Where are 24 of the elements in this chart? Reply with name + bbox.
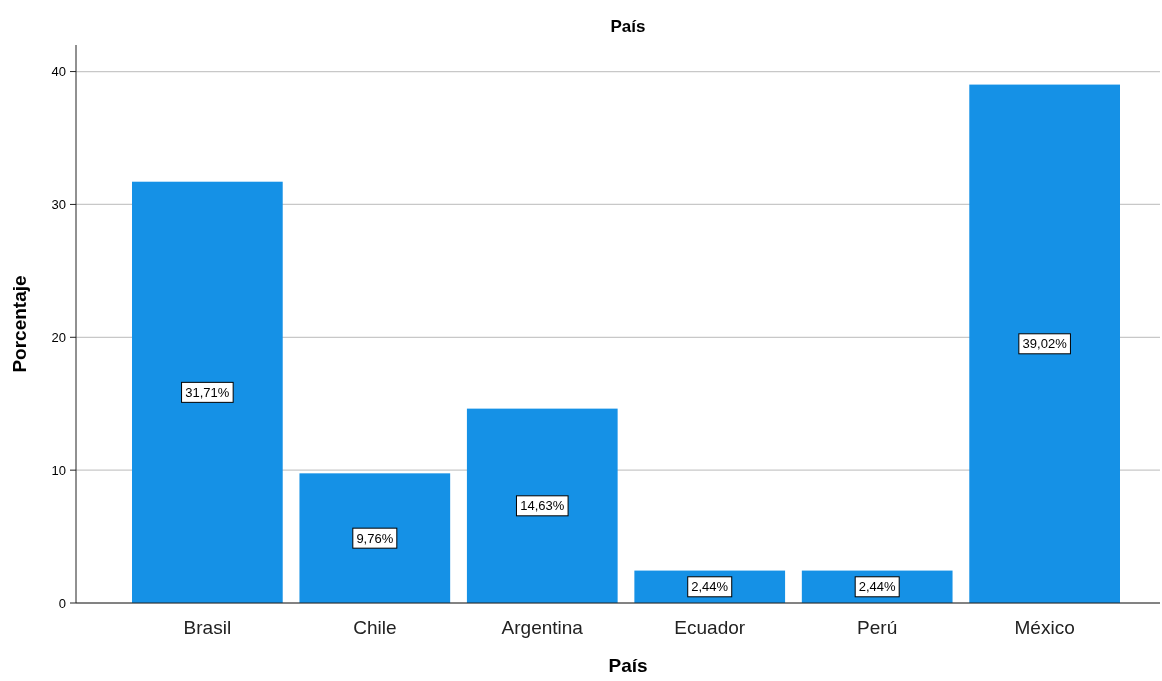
x-tick-label: México — [1014, 617, 1075, 638]
x-tick-label: Argentina — [501, 617, 584, 638]
bar — [466, 408, 618, 603]
bar — [132, 181, 283, 603]
data-label: 9,76% — [356, 530, 394, 546]
bar — [299, 473, 451, 603]
x-tick-label: Ecuador — [674, 617, 746, 638]
x-tick-label: Chile — [353, 617, 397, 638]
x-axis-title: País — [608, 655, 648, 676]
y-axis-title: Porcentaje — [9, 275, 30, 373]
data-label: 2,44% — [858, 579, 897, 595]
y-tick-label: 10 — [51, 462, 66, 478]
data-label: 31,71% — [185, 384, 230, 400]
y-tick-label: 30 — [51, 196, 66, 212]
y-tick-label: 0 — [58, 595, 66, 611]
data-label: 14,63% — [520, 498, 565, 514]
x-tick-label: Brasil — [183, 617, 232, 638]
x-tick-label: Perú — [857, 617, 898, 638]
data-label: 2,44% — [691, 579, 729, 595]
chart-title: País — [610, 17, 646, 36]
y-tick-label: 40 — [51, 64, 66, 80]
y-tick-label: 20 — [51, 329, 66, 345]
data-label: 39,02% — [1022, 336, 1068, 352]
bar — [969, 84, 1120, 603]
